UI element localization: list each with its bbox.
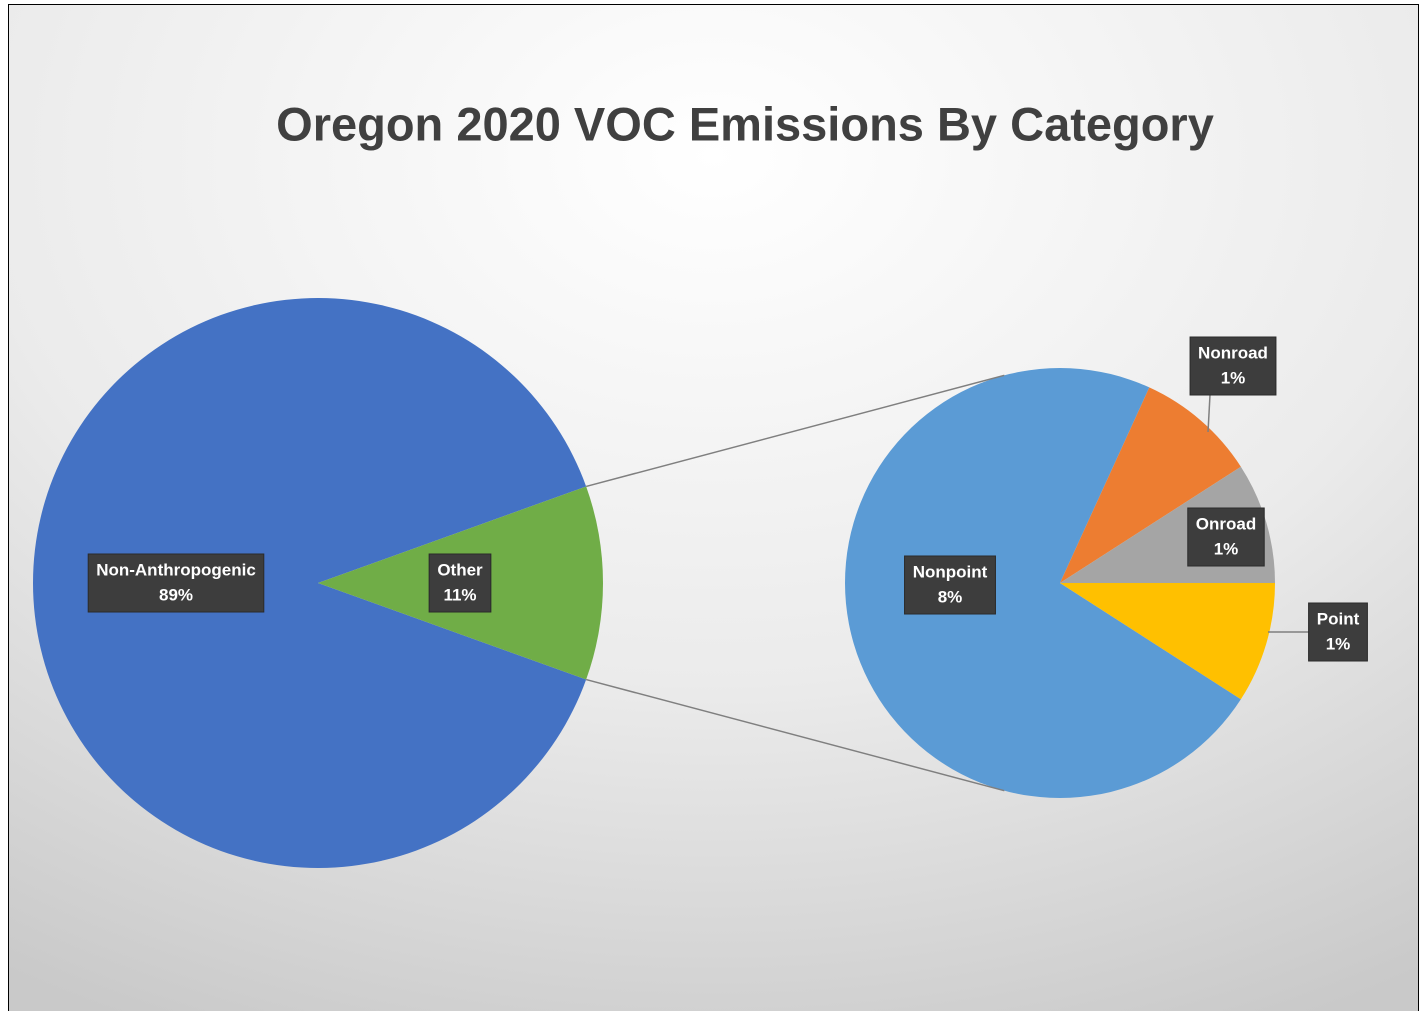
data-label-category: Onroad xyxy=(1196,514,1256,533)
data-label-value: 1% xyxy=(1326,634,1351,653)
pie-slice xyxy=(1060,387,1241,583)
data-label-value: 1% xyxy=(1214,539,1239,558)
connector-line xyxy=(585,374,1005,488)
data-label-value: 11% xyxy=(443,585,476,604)
chart-title: Oregon 2020 VOC Emissions By Category xyxy=(276,97,1214,150)
connectors xyxy=(585,374,1005,792)
data-label-box xyxy=(87,553,265,613)
data-label-category: Nonroad xyxy=(1198,343,1268,362)
connector-line xyxy=(585,678,1005,792)
pie-slice xyxy=(845,368,1241,799)
leader-line xyxy=(1207,394,1211,433)
data-label-category: Non-Anthropogenic xyxy=(96,560,256,579)
pie-slice xyxy=(32,297,587,868)
data-label-value: 1% xyxy=(1221,368,1246,387)
data-label-box xyxy=(1189,336,1277,396)
data-label-box xyxy=(1308,602,1368,662)
pie-slice xyxy=(1060,583,1275,700)
data-label-box xyxy=(904,555,996,615)
data-label-value: 89% xyxy=(159,585,193,604)
data-label-category: Other xyxy=(437,560,483,579)
data-label-box xyxy=(1187,507,1265,567)
data-label-category: Nonpoint xyxy=(913,562,988,581)
data-label-value: 8% xyxy=(938,587,963,606)
data-label-box xyxy=(428,553,492,613)
data-labels: Non-Anthropogenic 89% Other 11% Nonpoint 8% No… xyxy=(87,336,1368,662)
data-label-category: Point xyxy=(1317,609,1360,628)
